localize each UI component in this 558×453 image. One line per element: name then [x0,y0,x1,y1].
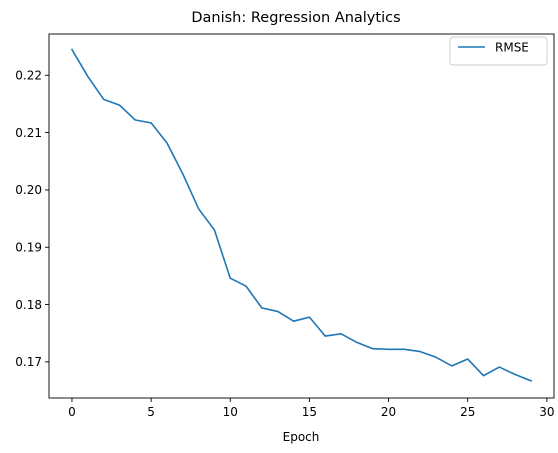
x-tick-label: 0 [68,405,76,419]
data-point [166,142,168,144]
legend-label-rmse: RMSE [495,41,529,55]
data-point [261,307,263,309]
data-point [340,333,342,335]
data-point [118,104,121,106]
data-point [451,365,453,367]
x-axis-title: Epoch [283,430,320,444]
series-line-rmse [70,48,533,382]
x-tick-label: 20 [381,405,396,419]
plot-frame [48,33,555,399]
data-point [403,348,405,350]
y-tick-label: 0.17 [15,355,42,369]
data-point [198,208,200,210]
x-tick-label: 30 [539,405,554,419]
data-point [435,356,437,358]
data-point [467,358,469,360]
data-point [292,320,295,322]
x-axis: 0 5 10 15 20 25 30 [68,398,555,419]
data-point [387,348,390,350]
series-layer [70,48,533,382]
data-point [514,373,516,376]
data-point [324,335,326,337]
data-point [482,375,485,377]
data-point [530,380,532,382]
data-point [182,173,184,175]
y-tick-label: 0.21 [15,126,42,140]
y-tick-label: 0.22 [15,69,42,83]
y-axis: 0.17 0.18 0.19 0.20 0.21 0.22 [15,69,49,369]
x-tick-label: 25 [460,405,475,419]
data-point [308,316,311,318]
data-point [87,75,89,78]
data-point [419,350,421,353]
data-point [213,229,216,231]
y-tick-label: 0.18 [15,298,42,312]
data-point [103,98,105,100]
chart-title: Danish: Regression Analytics [191,10,400,26]
x-tick-label: 10 [223,405,238,419]
plot-area: 0 5 10 15 20 25 30 0.17 0.18 0.19 0.20 0.21 0.22 [15,33,555,419]
data-point [372,348,374,350]
y-tick-label: 0.19 [15,241,42,255]
data-point [498,366,500,368]
data-point [71,48,73,51]
data-point [277,310,279,313]
data-point [150,122,152,124]
legend: RMSE [449,36,548,66]
data-point [245,285,247,287]
legend-box [449,36,548,66]
x-tick-label: 15 [302,405,317,419]
x-tick-label: 5 [147,405,155,419]
data-point [134,119,136,121]
data-point [356,341,358,343]
data-point [229,277,231,279]
y-tick-label: 0.20 [15,183,42,197]
